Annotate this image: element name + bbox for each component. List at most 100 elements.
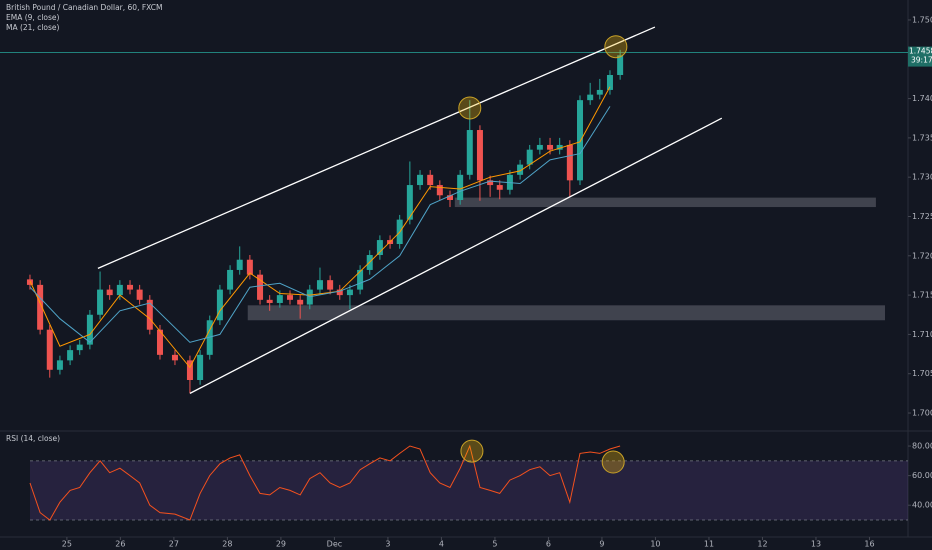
candle-body — [26, 279, 33, 285]
candle-body — [67, 350, 74, 361]
x-tick-label: 28 — [222, 540, 232, 549]
candle-body — [446, 195, 453, 200]
y-tick-label: 1.75000 — [912, 15, 932, 24]
candle-body — [46, 329, 53, 370]
candle-body — [587, 94, 594, 101]
candle-body — [116, 284, 123, 296]
highlight-circle — [458, 96, 482, 120]
candle-body — [246, 259, 253, 275]
y-tick-label: 1.73500 — [912, 133, 932, 142]
candle-body — [146, 299, 153, 330]
zone — [454, 197, 876, 208]
candle-body — [276, 295, 283, 303]
y-tick-label: 1.71000 — [912, 330, 932, 339]
x-tick-label: Dec — [327, 540, 342, 549]
y-tick-label: 40.00 — [912, 501, 932, 510]
candle-body — [127, 284, 134, 290]
candle-body — [86, 314, 93, 345]
candle-body — [336, 289, 343, 296]
candle-body — [327, 280, 334, 290]
candle-body — [287, 295, 294, 300]
y-tick-label: 1.70000 — [912, 409, 932, 418]
candle-body — [316, 280, 323, 290]
x-tick-label: 25 — [62, 540, 72, 549]
candle-body — [106, 289, 113, 296]
last-price-box — [908, 46, 932, 67]
x-tick-label: 16 — [864, 540, 874, 549]
legend-entry: MA (21, close) — [6, 23, 60, 32]
candle-body — [56, 360, 63, 370]
candle-body — [487, 180, 494, 186]
candle-body — [617, 55, 624, 75]
x-tick-label: 6 — [546, 540, 551, 549]
candle-body — [357, 269, 364, 290]
candle-body — [156, 329, 163, 355]
candle-body — [236, 259, 243, 270]
y-tick-label: 1.74000 — [912, 94, 932, 103]
candle-body — [376, 240, 383, 256]
x-tick-label: 11 — [704, 540, 714, 549]
candle-body — [257, 274, 264, 300]
x-tick-label: 9 — [599, 540, 604, 549]
highlight-circle — [460, 439, 484, 463]
candle-body — [417, 174, 424, 186]
candle-body — [476, 130, 483, 181]
x-tick-label: 3 — [385, 540, 390, 549]
candle-body — [227, 269, 234, 290]
candle-body — [76, 344, 83, 351]
candle-body — [197, 354, 204, 381]
rsi-title: RSI (14, close) — [6, 434, 60, 443]
candle-body — [556, 144, 563, 150]
rsi-line — [29, 444, 621, 521]
highlight-circle — [604, 35, 628, 59]
last-price-label: 1.74585 — [909, 47, 932, 56]
candle-body — [606, 74, 613, 90]
chart-title: British Pound / Canadian Dollar, 60, FXC… — [6, 3, 162, 12]
candle-body — [216, 289, 223, 321]
candle-body — [526, 149, 533, 165]
y-tick-label: 80.00 — [912, 442, 932, 451]
y-tick-label: 1.70500 — [912, 369, 932, 378]
legend-entry: EMA (9, close) — [6, 13, 60, 22]
indicator-line — [29, 106, 611, 343]
candle-body — [136, 289, 143, 300]
candle-body — [186, 360, 193, 381]
candle-body — [97, 289, 104, 315]
x-tick-label: 29 — [276, 540, 286, 549]
y-tick-label: 1.72500 — [912, 212, 932, 221]
x-tick-label: 13 — [811, 540, 821, 549]
x-tick-label: 26 — [115, 540, 125, 549]
candle-body — [457, 174, 464, 200]
candle-body — [596, 89, 603, 95]
trendline — [97, 26, 656, 269]
candle-body — [517, 164, 524, 175]
highlight-circle — [601, 450, 625, 474]
x-tick-label: 4 — [439, 540, 444, 549]
candle-body — [496, 185, 503, 190]
y-tick-label: 1.73000 — [912, 173, 932, 182]
trendline — [189, 117, 723, 394]
candle-body — [346, 289, 353, 296]
x-tick-label: 12 — [757, 540, 767, 549]
y-tick-label: 1.71500 — [912, 291, 932, 300]
candle-body — [427, 174, 434, 186]
rsi-band — [30, 460, 908, 520]
candle-body — [37, 284, 44, 330]
candle-body — [547, 144, 554, 150]
candle-body — [436, 185, 443, 196]
candle-body — [406, 185, 413, 220]
y-tick-label: 1.72000 — [912, 251, 932, 260]
candle-body — [266, 299, 273, 303]
x-tick-label: 27 — [169, 540, 179, 549]
indicator-line — [29, 86, 611, 369]
countdown-label: 39:17 — [911, 56, 932, 65]
zone — [247, 305, 885, 321]
candle-body — [466, 130, 473, 175]
x-tick-label: 10 — [650, 540, 660, 549]
candle-body — [171, 354, 178, 361]
x-tick-label: 5 — [492, 540, 497, 549]
candle-body — [297, 299, 304, 305]
candle-body — [566, 144, 573, 181]
